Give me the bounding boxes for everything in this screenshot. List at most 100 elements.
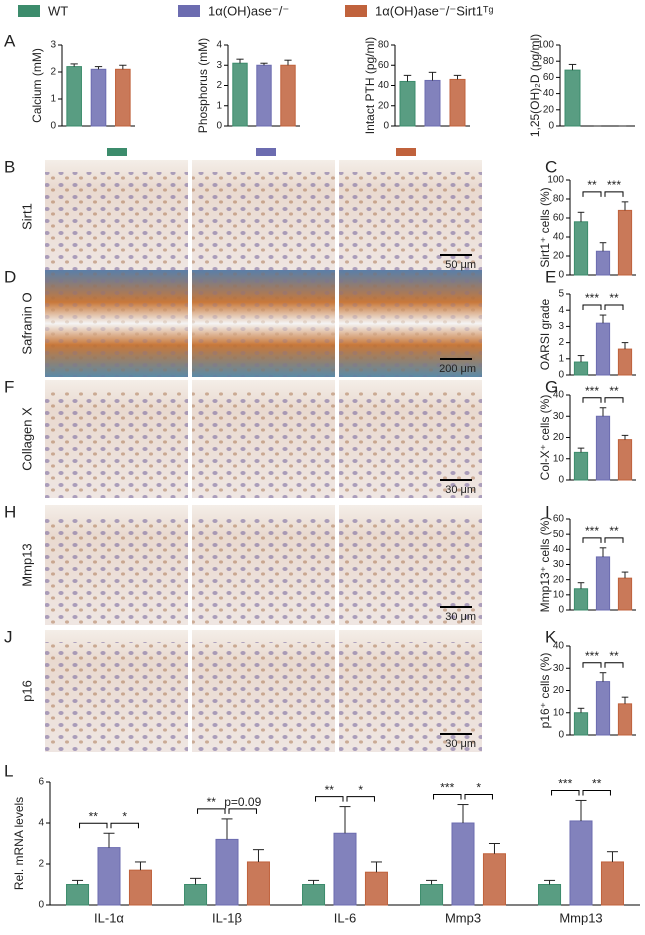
y-tick-label: 100 [547,175,564,186]
y-tick-label: 4 [38,818,44,829]
y-tick-label: 20 [553,685,565,696]
bar [595,322,611,376]
y-tick-label: 80 [378,40,390,51]
row-label: Mmp13 [19,543,34,586]
bar [66,884,90,906]
bar [420,884,444,906]
y-tick-label: 10 [553,707,565,718]
panel-letter: H [4,502,16,521]
significance-label: p=0.09 [224,795,261,809]
histology-cells [192,172,335,273]
significance-label: *** [440,781,454,795]
significance-bracket [551,789,580,796]
bar [90,68,107,127]
row-label: Sirt1 [19,203,34,230]
bar [573,451,589,481]
y-tick-label: 0 [50,121,56,132]
row-label: Collagen X [19,407,34,471]
significance-bracket [433,794,462,800]
significance-label: * [122,809,127,823]
y-tick-label: 4 [558,305,564,316]
histology-cells [192,642,335,752]
bar [364,871,388,906]
histology-cells [339,392,482,498]
y-tick-label: 5 [558,289,564,300]
bar [573,712,589,736]
group-swatch [256,148,276,156]
x-tick-label: IL-1β [212,910,242,925]
panel-letter: F [4,377,14,396]
bar [97,847,121,906]
histology-cells [339,642,482,752]
bar [482,853,506,906]
significance-bracket [582,537,602,543]
y-tick-label: 20 [553,574,565,585]
scale-label: 30 μm [445,611,476,623]
histology-cells [45,392,188,498]
y-tick-label: 2 [50,67,56,78]
significance-bracket [582,397,602,403]
significance-label: *** [607,178,621,192]
histology-cells [192,270,335,377]
y-tick-label: 3 [558,321,564,332]
panel-letter: L [4,761,13,780]
significance-label: ** [587,178,597,192]
significance-bracket [604,397,624,403]
significance-bracket [582,662,602,668]
bar [66,66,82,127]
bar [280,64,296,127]
bar [595,681,611,736]
y-tick-label: 2 [38,859,44,870]
bar [184,884,208,906]
significance-bracket [79,822,108,829]
significance-label: ** [609,524,619,538]
y-tick-label: 60 [553,213,565,224]
y-axis-label: OARSI grade [538,298,552,370]
y-tick-label: 10 [553,589,565,600]
y-tick-label: 80 [553,194,565,205]
y-tick-label: 0 [38,900,44,911]
group-swatch [396,148,416,156]
histology-cells [192,517,335,625]
bar [128,869,152,906]
y-tick-label: 20 [553,251,565,262]
significance-bracket [110,822,139,829]
legend-swatch [18,5,40,17]
panel-letter: B [4,157,15,176]
scale-label: 30 μm [445,738,476,750]
panel-letter: G [545,377,558,396]
significance-label: *** [585,649,599,663]
bar [451,822,475,906]
y-tick-label: 0 [548,121,554,132]
significance-bracket [604,537,624,543]
bar [115,68,131,127]
significance-label: *** [558,777,572,791]
x-tick-label: Mmp13 [559,910,602,925]
significance-label: ** [609,384,619,398]
y-tick-label: 0 [558,370,564,381]
y-tick-label: 50 [553,529,565,540]
y-tick-label: 1 [50,94,56,105]
y-tick-label: 30 [553,559,565,570]
bar [256,64,272,127]
significance-label: ** [609,649,619,663]
histology-cells [192,392,335,498]
y-tick-label: 40 [553,232,565,243]
y-axis-label: Sirt1⁺ cells (%) [538,187,552,267]
histology-cells [339,172,482,273]
histology-images [45,148,482,752]
bar [573,588,589,611]
bar [399,80,416,127]
y-tick-label: 30 [553,663,565,674]
y-tick-label: 1 [558,353,564,364]
legend-label: 1α(OH)ase⁻/⁻ [208,3,289,18]
y-tick-label: 80 [543,56,555,67]
y-tick-label: 60 [543,72,555,83]
bar [424,79,441,127]
y-tick-label: 40 [553,390,565,401]
group-swatch [107,148,127,156]
y-axis-label: Rel. mRNA levels [12,797,26,890]
y-tick-label: 4 [216,40,222,51]
bar [595,556,611,611]
scale-label: 30 μm [445,484,476,496]
